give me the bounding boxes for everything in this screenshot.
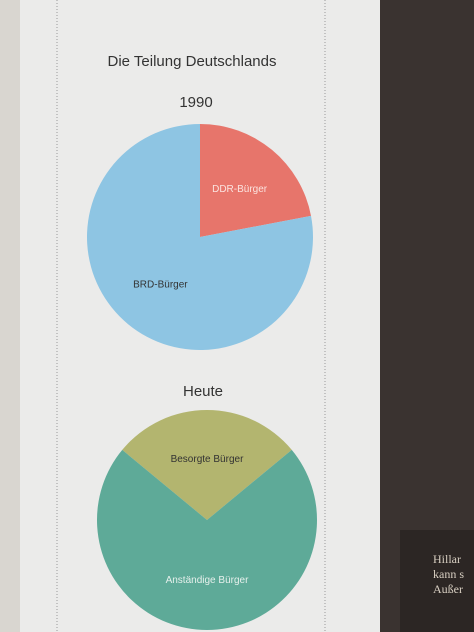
chart-subtitle: 1990 <box>179 94 212 111</box>
chart-title: Die Teilung Deutschlands <box>108 53 277 70</box>
slice-label: DDR-Bürger <box>212 184 268 195</box>
pie-slice <box>87 124 313 350</box>
slice-label: Anständige Bürger <box>166 575 250 586</box>
dark-page-shade <box>400 530 474 632</box>
pie-slice <box>122 409 292 520</box>
pie-slice <box>96 449 317 630</box>
chart-subtitle: Heute <box>183 383 223 400</box>
pie-slice <box>200 124 311 237</box>
slice-label: BRD-Bürger <box>133 280 188 291</box>
slice-label: Besorgte Bürger <box>171 454 244 465</box>
side-text: kann s <box>433 567 464 581</box>
side-text: Außer <box>433 582 463 596</box>
side-text: Hillar <box>433 552 461 566</box>
dark-page <box>380 0 474 632</box>
